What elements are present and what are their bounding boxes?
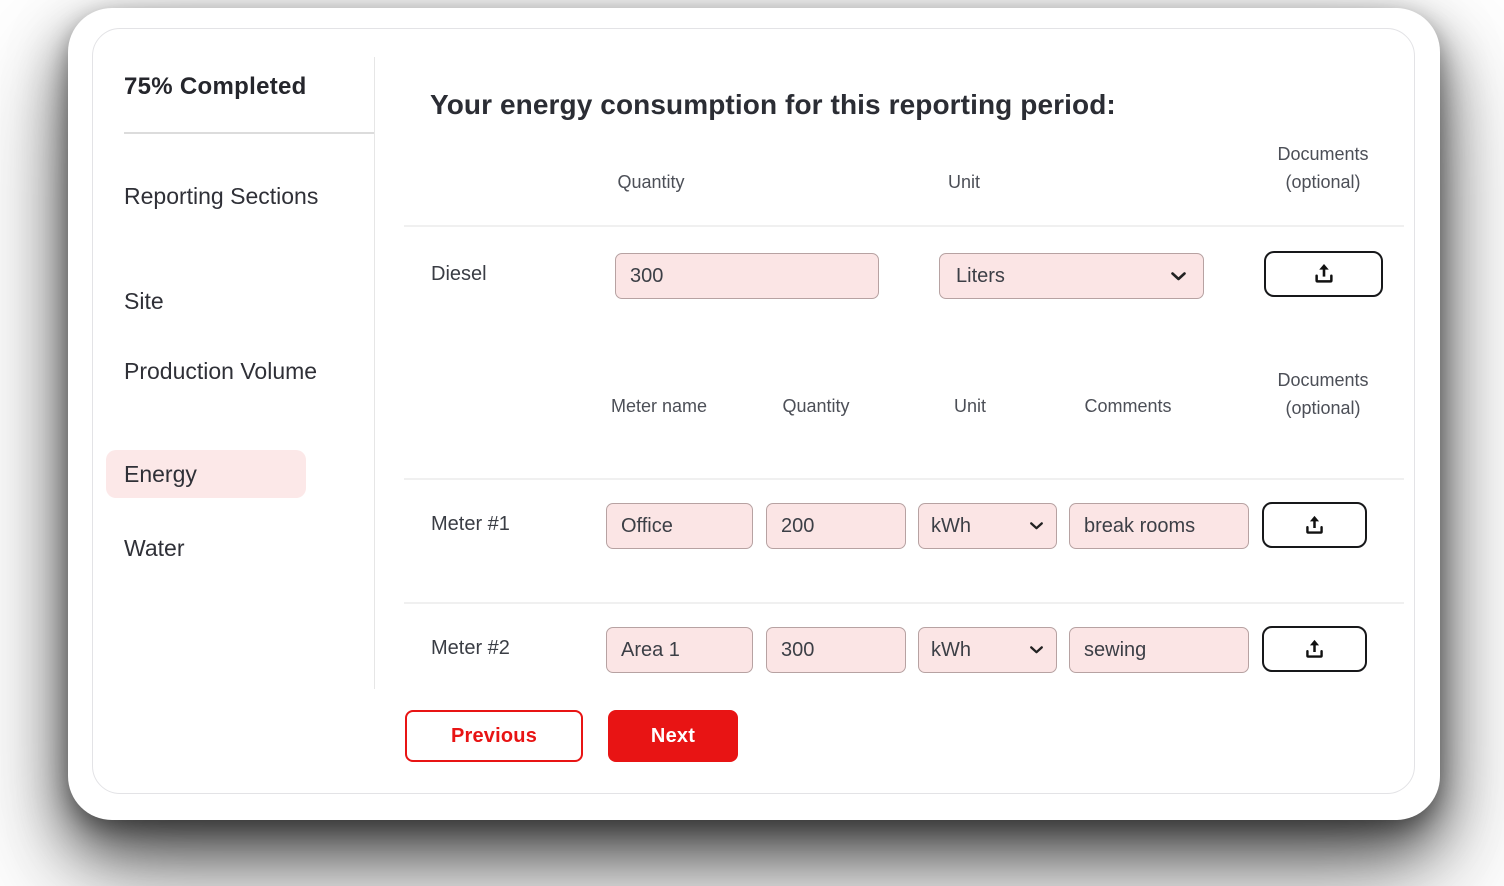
table-divider <box>404 478 1404 480</box>
upload-icon <box>1311 261 1337 287</box>
select-value: Liters <box>956 264 1005 287</box>
previous-button[interactable]: Previous <box>405 710 583 762</box>
meter1-comments-input[interactable] <box>1069 503 1249 549</box>
sidebar-item-site[interactable]: Site <box>124 284 334 319</box>
select-value: kWh <box>931 514 971 537</box>
sidebar-item-energy-active[interactable]: Energy <box>106 450 306 498</box>
table-divider <box>404 225 1404 227</box>
column-header-documents: Documents (optional) <box>1277 370 1369 418</box>
sidebar-item-water[interactable]: Water <box>124 531 334 566</box>
meter1-upload-button[interactable] <box>1262 502 1367 548</box>
sidebar-item-label: Production Volume <box>124 358 318 384</box>
page-title: Your energy consumption for this reporti… <box>430 89 1116 120</box>
row-label-diesel: Diesel <box>431 263 487 285</box>
next-button[interactable]: Next <box>608 710 738 762</box>
report-panel: 75% Completed Reporting Sections Site Pr… <box>92 28 1415 794</box>
table-divider <box>404 602 1404 604</box>
sidebar-item-label: Reporting Sections <box>124 183 319 209</box>
upload-icon <box>1302 513 1327 538</box>
column-header-comments: Comments <box>1084 396 1172 416</box>
chevron-down-icon <box>1170 271 1187 282</box>
row-label-meter-1: Meter #1 <box>431 513 510 535</box>
sidebar-divider <box>124 132 374 134</box>
column-header-unit: Unit <box>953 396 987 416</box>
upload-icon <box>1302 637 1327 662</box>
meter2-comments-input[interactable] <box>1069 627 1249 673</box>
sidebar-vertical-divider <box>374 57 375 689</box>
sidebar-item-label: Site <box>124 288 164 314</box>
diesel-upload-button[interactable] <box>1264 251 1383 297</box>
meter2-quantity-input[interactable] <box>766 627 906 673</box>
diesel-quantity-input[interactable] <box>615 253 879 299</box>
meter2-unit-select[interactable]: kWh <box>918 627 1057 673</box>
chevron-down-icon <box>1029 521 1044 531</box>
meter2-name-input[interactable] <box>606 627 753 673</box>
meter1-quantity-input[interactable] <box>766 503 906 549</box>
sidebar-item-label: Energy <box>124 460 197 487</box>
diesel-unit-select[interactable]: Liters <box>939 253 1204 299</box>
column-header-unit: Unit <box>947 172 981 192</box>
column-header-quantity: Quantity <box>617 172 685 192</box>
column-header-documents: Documents (optional) <box>1277 144 1369 192</box>
column-header-quantity: Quantity <box>782 396 850 416</box>
sidebar-item-label: Water <box>124 535 185 561</box>
sidebar-item-production-volume[interactable]: Production Volume <box>124 354 334 389</box>
select-value: kWh <box>931 638 971 661</box>
app-card: 75% Completed Reporting Sections Site Pr… <box>68 8 1440 820</box>
column-header-meter-name: Meter name <box>610 396 708 416</box>
meter1-name-input[interactable] <box>606 503 753 549</box>
meter2-upload-button[interactable] <box>1262 626 1367 672</box>
sidebar-item-reporting-sections[interactable]: Reporting Sections <box>124 179 334 214</box>
progress-label: 75% Completed <box>124 73 307 100</box>
row-label-meter-2: Meter #2 <box>431 637 510 659</box>
chevron-down-icon <box>1029 645 1044 655</box>
meter1-unit-select[interactable]: kWh <box>918 503 1057 549</box>
